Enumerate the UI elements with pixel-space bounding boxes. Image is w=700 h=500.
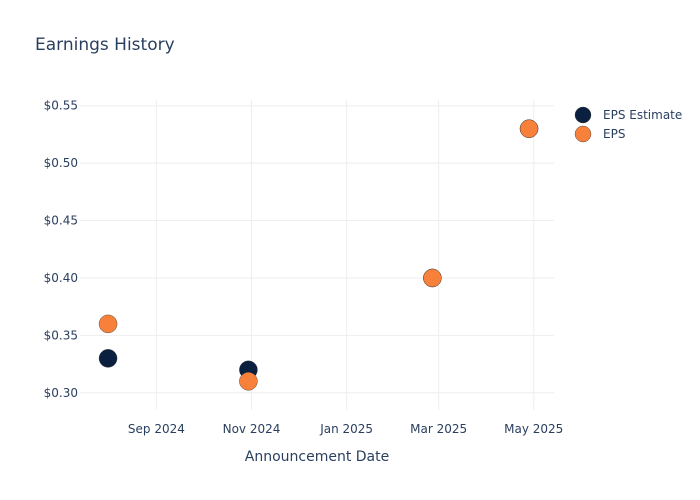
eps-point[interactable] bbox=[239, 372, 258, 391]
x-tick-label: Jan 2025 bbox=[319, 422, 373, 436]
x-tick-label: May 2025 bbox=[504, 422, 563, 436]
y-tick-label: $0.40 bbox=[44, 271, 78, 285]
eps-point[interactable] bbox=[519, 119, 539, 138]
chart-title: Earnings History bbox=[35, 35, 175, 55]
y-tick-label: $0.50 bbox=[44, 156, 78, 170]
data-points bbox=[98, 119, 539, 391]
x-axis-ticks: Sep 2024 Nov 2024 Jan 2025 Mar 2025 May 2025 bbox=[128, 422, 563, 436]
x-tick-label: Sep 2024 bbox=[128, 422, 185, 436]
legend-marker bbox=[574, 106, 592, 124]
legend-label: EPS bbox=[603, 127, 625, 141]
legend[interactable]: EPS Estimate EPS bbox=[574, 106, 682, 143]
eps-point[interactable] bbox=[423, 268, 442, 288]
y-tick-label: $0.30 bbox=[44, 386, 78, 400]
grid bbox=[80, 100, 554, 410]
eps-point[interactable] bbox=[98, 314, 118, 334]
x-tick-label: Mar 2025 bbox=[410, 422, 467, 436]
x-tick-label: Nov 2024 bbox=[223, 422, 281, 436]
legend-marker bbox=[574, 125, 592, 143]
eps-estimate-point[interactable] bbox=[98, 349, 118, 368]
legend-label: EPS Estimate bbox=[603, 108, 682, 122]
legend-item[interactable]: EPS Estimate bbox=[574, 106, 682, 124]
x-axis-title: Announcement Date bbox=[245, 449, 389, 465]
y-tick-label: $0.35 bbox=[44, 328, 78, 342]
legend-item[interactable]: EPS bbox=[574, 125, 625, 143]
y-tick-label: $0.45 bbox=[44, 214, 78, 228]
y-axis-ticks: $0.30 $0.35 $0.40 $0.45 $0.50 $0.55 bbox=[44, 99, 78, 400]
y-tick-label: $0.55 bbox=[44, 99, 78, 113]
